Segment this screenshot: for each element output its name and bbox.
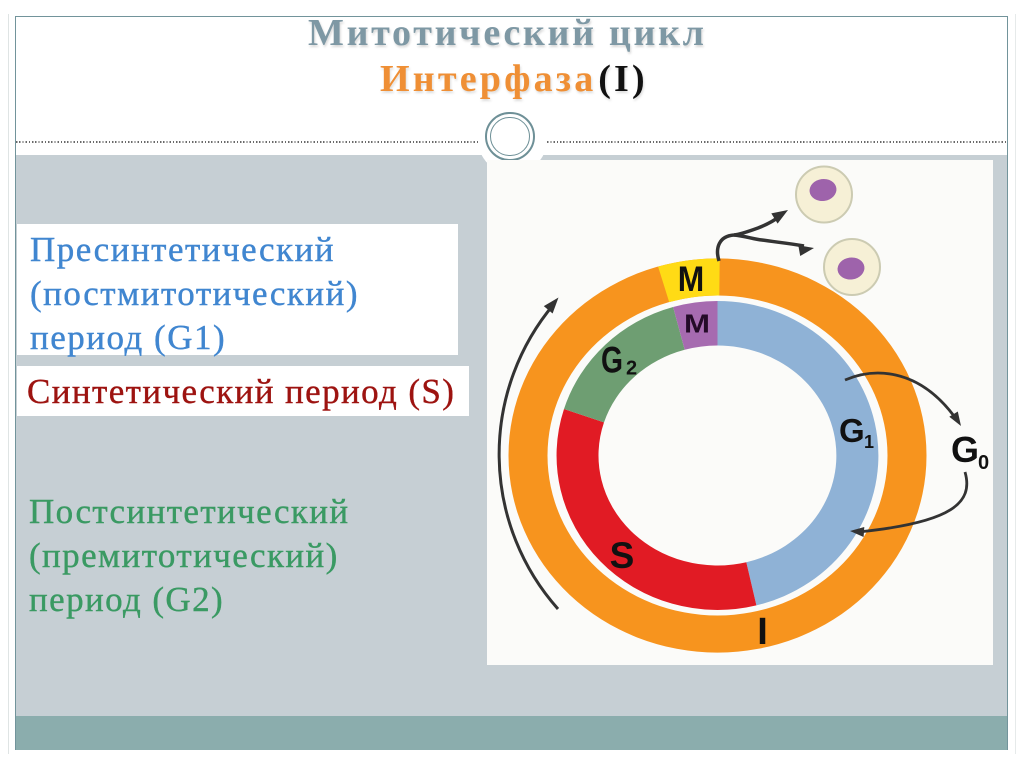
svg-text:S: S bbox=[610, 535, 635, 576]
svg-text:I: I bbox=[757, 611, 768, 653]
svg-text:G: G bbox=[839, 412, 865, 449]
svg-text:M: M bbox=[678, 260, 705, 299]
svg-text:G: G bbox=[601, 340, 623, 381]
svg-text:0: 0 bbox=[978, 452, 989, 474]
svg-text:2: 2 bbox=[626, 358, 637, 380]
svg-text:1: 1 bbox=[864, 432, 874, 452]
svg-text:G: G bbox=[951, 429, 979, 470]
svg-text:M: M bbox=[684, 309, 710, 339]
